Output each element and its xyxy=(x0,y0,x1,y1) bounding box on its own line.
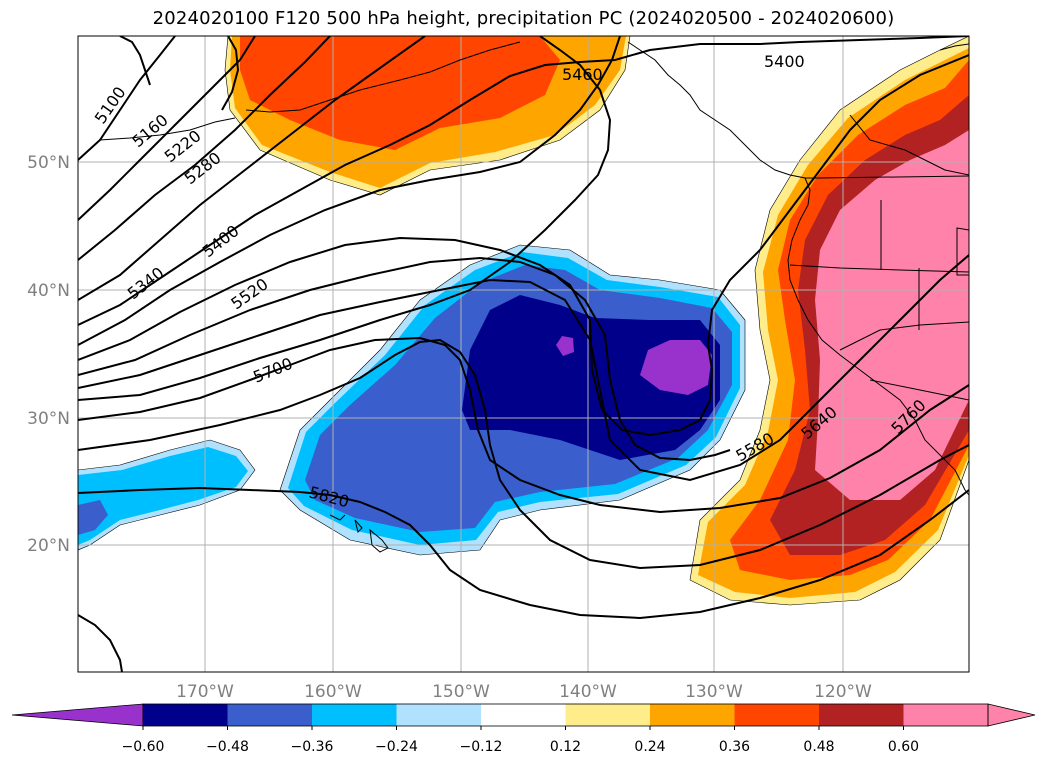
colorbar-tick-label: 0.36 xyxy=(719,739,750,755)
colorbar-cell xyxy=(481,704,566,726)
lon-label-160w: 160°W xyxy=(304,682,362,702)
lat-label-50n: 50°N xyxy=(27,153,70,173)
lon-label-140w: 140°W xyxy=(559,682,617,702)
colorbar-cell xyxy=(227,704,313,726)
lon-label-130w: 130°W xyxy=(685,682,743,702)
precip-east-pink xyxy=(815,130,969,500)
contour-label-5460: 5460 xyxy=(562,65,603,84)
precipitation-shading xyxy=(78,36,969,606)
contour-label-5160: 5160 xyxy=(128,110,171,151)
colorbar-tick-labels: −0.60 −0.48 −0.36 −0.24 −0.12 0.12 0.24 0.36 0.4… xyxy=(122,726,919,755)
colorbar-cell xyxy=(396,704,482,726)
precip-west-blue xyxy=(78,500,108,535)
colorbar-cell xyxy=(903,704,989,726)
colorbar-cell xyxy=(565,704,651,726)
colorbar-left-extension xyxy=(11,703,144,727)
map-title: 2024020100 F120 500 hPa height, precipit… xyxy=(152,8,895,29)
colorbar-tick-label: −0.36 xyxy=(291,739,334,755)
colorbar-cell xyxy=(819,704,904,726)
contour-label-5400-north: 5400 xyxy=(764,52,805,71)
colorbar-tick-label: 0.12 xyxy=(550,739,581,755)
colorbar-cell xyxy=(143,704,228,726)
colorbar-tick-label: −0.24 xyxy=(375,739,418,755)
coastlines xyxy=(99,41,969,553)
precip-central-purple-small xyxy=(556,336,574,356)
lon-label-150w: 150°W xyxy=(432,682,490,702)
colorbar-tick-label: −0.12 xyxy=(460,739,503,755)
latitude-labels: 50°N 40°N 30°N 20°N xyxy=(27,153,70,556)
lon-label-120w: 120°W xyxy=(814,682,872,702)
colorbar-cells xyxy=(143,704,989,726)
lon-label-170w: 170°W xyxy=(176,682,234,702)
colorbar-cell xyxy=(734,704,820,726)
lat-label-40n: 40°N xyxy=(27,281,70,301)
colorbar-tick-label: −0.60 xyxy=(122,739,165,755)
colorbar-tick-label: 0.48 xyxy=(803,739,834,755)
lat-label-20n: 20°N xyxy=(27,536,70,556)
colorbar-tick-label: 0.60 xyxy=(888,739,919,755)
precip-central-navy xyxy=(462,295,720,460)
height-contours xyxy=(78,36,969,672)
colorbar-cell xyxy=(650,704,735,726)
precip-central-purple xyxy=(640,340,712,395)
colorbar-right-extension xyxy=(987,703,1036,727)
lat-label-30n: 30°N xyxy=(27,409,70,429)
longitude-labels: 170°W 160°W 150°W 140°W 130°W 120°W xyxy=(176,682,872,702)
map-frame xyxy=(77,35,970,673)
contour-label-5520: 5520 xyxy=(227,274,271,313)
colorbar-cell xyxy=(312,704,397,726)
colorbar-tick-label: 0.24 xyxy=(634,739,665,755)
colorbar-tick-label: −0.48 xyxy=(206,739,249,755)
colorbar: −0.60 −0.48 −0.36 −0.24 −0.12 0.12 0.24 0.36 0.4… xyxy=(11,703,1036,755)
precip-north-red xyxy=(240,36,560,150)
